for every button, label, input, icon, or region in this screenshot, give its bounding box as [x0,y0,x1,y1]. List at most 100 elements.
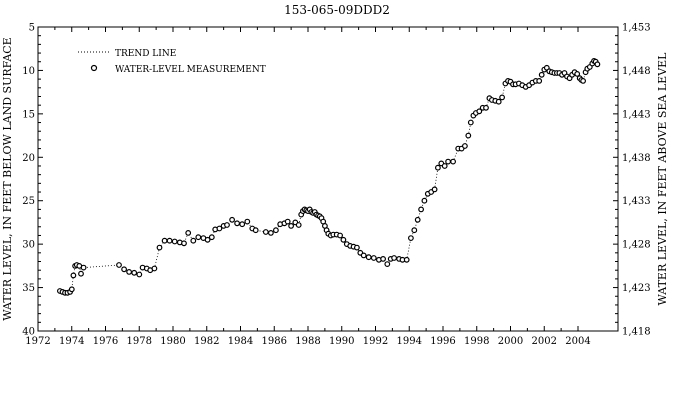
x-tick-label: 2002 [532,336,557,347]
y-right-tick-label: 1,423 [622,283,651,294]
measurement-point [421,197,428,204]
measurement-point [360,252,367,259]
chart-title: 153-065-09DDD2 [284,3,390,17]
measurement-point [195,234,202,241]
measurement-point [171,238,178,245]
y-right-tick-label: 1,418 [622,327,651,338]
legend-trend-line-label: TREND LINE [115,49,176,59]
measurement-point [151,265,158,272]
x-tick-label: 1972 [25,336,50,347]
x-tick-label: 1992 [363,336,388,347]
x-tick-label: 1976 [93,336,118,347]
measurement-point [574,70,581,77]
measurement-point [445,158,452,165]
x-tick-label: 1978 [127,336,152,347]
legend-measurement-label: WATER-LEVEL MEASUREMENT [115,65,266,75]
measurement-point [116,262,122,268]
measurement-point [408,235,414,242]
measurement-point [340,236,347,243]
axes-layer: 1972 1974 1976 1978 1980 1982 1984 1986 1988 1990… [22,23,650,348]
measurement-point [78,270,84,277]
measurement-point [161,237,168,244]
measurement-point [229,216,236,223]
measurement-point [418,206,425,213]
y-left-tick-label: 15 [22,109,35,120]
y-left-tick-label: 40 [22,327,35,338]
measurement-point [121,266,127,273]
measurement-point [166,237,173,244]
measurement-point [216,225,223,232]
x-tick-label: 1982 [194,336,219,347]
measurement-point [414,216,421,223]
measurement-point [262,229,269,235]
measurement-point [295,222,302,228]
measurement-point [380,256,387,262]
y-right-tick-label: 1,443 [622,109,651,120]
measurement-point [365,254,372,261]
measurement-point [483,104,489,111]
left-axis-label: WATER LEVEL, IN FEET BELOW LAND SURFACE [1,37,14,320]
measurement-point [499,94,506,101]
legend: TREND LINE WATER-LEVEL MEASUREMENT [78,49,266,75]
measurement-point [80,264,87,271]
measurement-point [252,227,259,234]
measurement-point [441,163,448,169]
y-left-tick-label: 5 [29,23,35,34]
y-right-tick-label: 1,438 [622,153,651,164]
y-left-tick-label: 30 [22,240,35,251]
measurement-point [465,132,472,139]
measurement-point [185,229,192,236]
x-tick-label: 1996 [430,336,455,347]
x-tick-label: 1990 [329,336,354,347]
x-tick-label: 1986 [262,336,287,347]
measurement-point [403,256,410,263]
x-tick-label: 1974 [59,336,84,347]
y-left-tick-label: 25 [22,196,35,207]
measurement-point [224,222,230,228]
measurement-point [268,229,274,236]
measurement-point [476,108,483,115]
measurement-point [391,255,398,261]
measurement-point [384,261,391,268]
y-left-tick-label: 35 [22,283,35,294]
y-right-tick-label: 1,448 [622,66,651,77]
measurement-point [244,218,251,225]
x-tick-label: 1994 [397,336,422,347]
measurement-point [337,232,344,239]
measurement-point [495,98,502,105]
x-tick-label: 2004 [565,336,590,347]
measurement-point [136,271,143,278]
x-tick-label: 2000 [498,336,523,347]
measurement-point [208,234,215,241]
right-axis-label: WATER LEVEL, IN FEET ABOVE SEA LEVEL [656,52,669,306]
measurement-point [126,269,133,275]
measurement-point [190,237,197,244]
measurement-point [204,236,211,243]
measurement-point [538,71,545,78]
measurement-point [431,186,438,193]
x-tick-label: 1980 [160,336,185,347]
measurement-point [467,119,474,126]
x-tick-label: 1998 [464,336,489,347]
measurement-point [580,77,586,84]
legend-measurement-symbol [90,64,98,72]
measurement-point [70,272,77,279]
data-layer [57,58,601,296]
measurement-point [273,227,279,234]
measurement-point [354,244,360,251]
measurement-point [284,218,291,225]
measurement-point [234,220,241,227]
y-right-tick-label: 1,453 [622,23,651,34]
plot-frame [37,26,619,332]
measurement-point [288,222,295,229]
y-left-tick-label: 10 [22,66,35,77]
measurement-point [536,77,543,84]
x-tick-label: 1988 [295,336,320,347]
measurement-point [411,227,418,234]
measurement-point [435,164,441,171]
y-right-tick-label: 1,433 [622,196,651,207]
x-tick-label: 1984 [228,336,253,347]
measurement-point [156,244,163,251]
